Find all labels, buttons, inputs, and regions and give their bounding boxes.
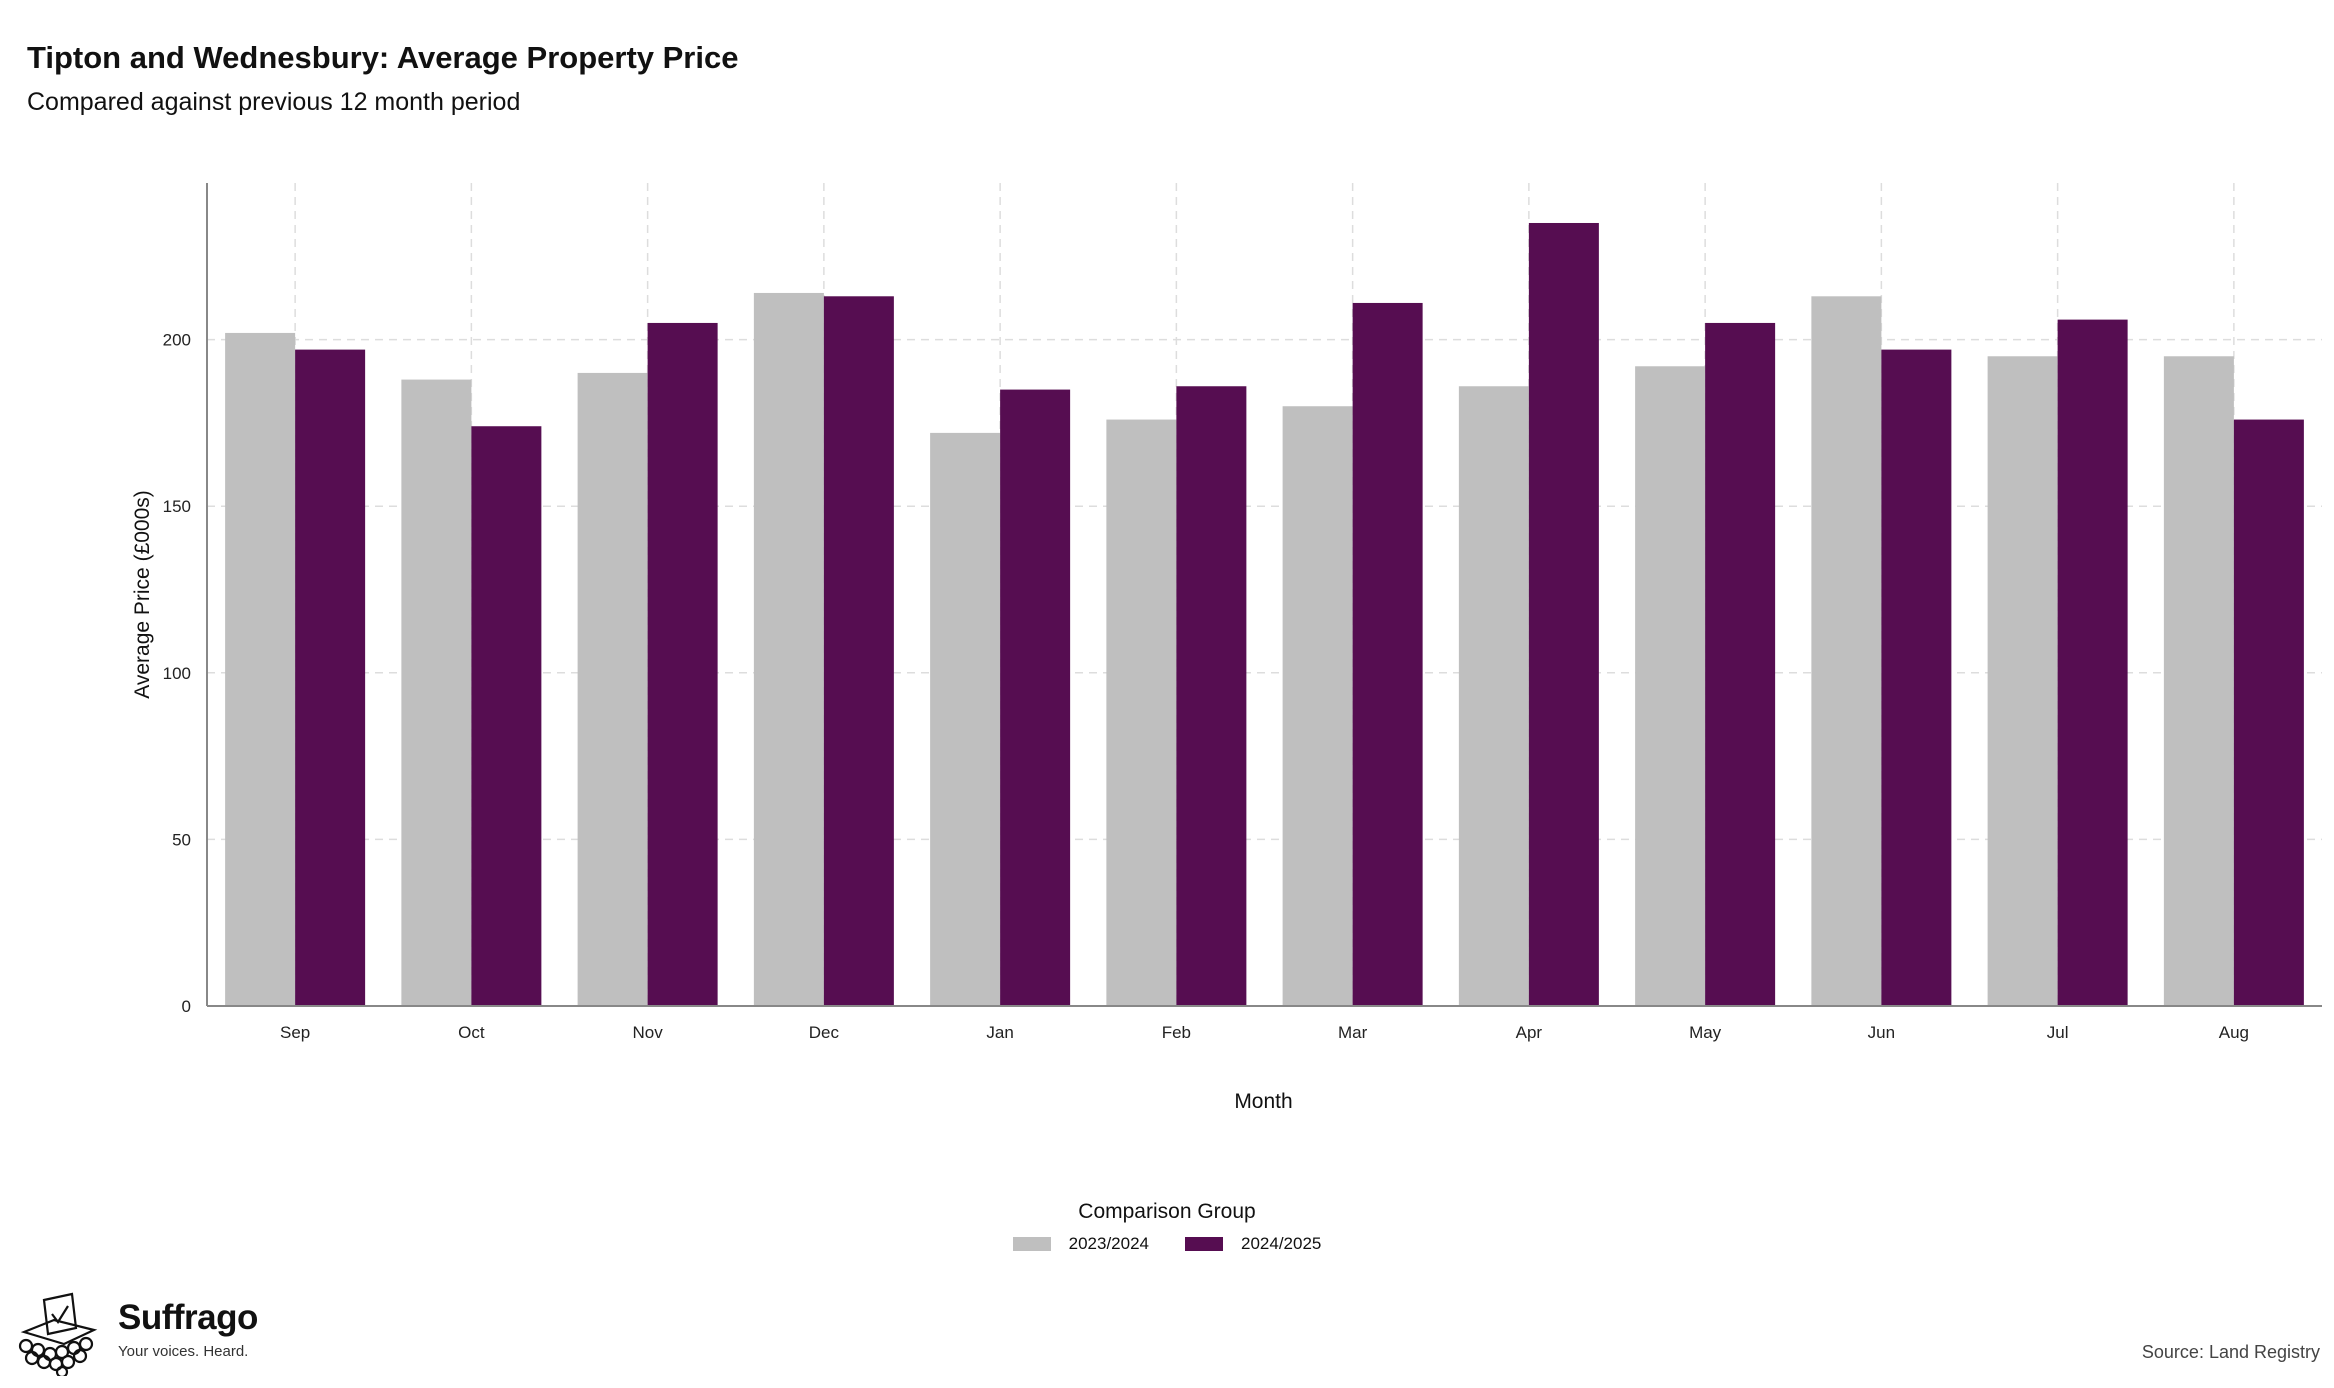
y-tick-label: 100 (163, 664, 191, 683)
legend-swatch-2023-2024 (1012, 1237, 1051, 1251)
x-axis-title: Month (1234, 1090, 1292, 1113)
legend-item-2024-2025: 2024/2025 (1185, 1234, 1321, 1254)
x-tick-label: Mar (1338, 1023, 1368, 1042)
bar-2023-2024-apr (1458, 386, 1529, 1007)
legend-title: Comparison Group (1078, 1200, 1256, 1223)
legend-label-2023-2024: 2023/2024 (1068, 1234, 1149, 1253)
source-note: Source: Land Registry (2141, 1342, 2320, 1362)
x-tick-label: May (1689, 1023, 1722, 1042)
bar-2023-2024-jun (1811, 296, 1882, 1006)
bar-2024-2025-apr (1528, 222, 1599, 1006)
bar-chart: 0 50 100 150 200 Sep Oct Nov Dec Jan Feb Mar Apr May J… (131, 183, 2322, 1113)
y-tick-label: 0 (182, 997, 191, 1016)
x-tick-label: Apr (1516, 1023, 1543, 1042)
bar-2024-2025-feb (1176, 386, 1247, 1007)
y-tick-label: 150 (163, 497, 191, 516)
bar-2023-2024-jul (1987, 356, 2058, 1006)
bar-2023-2024-feb (1106, 419, 1177, 1006)
x-tick-label: Nov (633, 1023, 664, 1042)
legend-item-2023-2024: 2023/2024 (1012, 1234, 1149, 1254)
bar-2024-2025-mar (1352, 302, 1423, 1006)
suffrago-logo: Suffrago Your voices. Heard. (14, 1292, 258, 1376)
chart-subtitle: Compared against previous 12 month perio… (27, 88, 521, 116)
bar-2024-2025-sep (295, 349, 366, 1006)
x-tick-label: Jan (986, 1023, 1013, 1042)
legend-swatch-2024-2025 (1185, 1237, 1223, 1251)
bar-2023-2024-mar (1282, 406, 1353, 1006)
bar-2023-2024-nov (577, 372, 648, 1006)
bar-2024-2025-nov (647, 322, 718, 1006)
bar-2024-2025-may (1705, 322, 1776, 1006)
bar-2023-2024-may (1635, 366, 1706, 1006)
bar-2023-2024-jan (930, 432, 1001, 1006)
y-tick-label: 200 (163, 331, 191, 350)
x-tick-label: Dec (809, 1023, 840, 1042)
brand-tagline: Your voices. Heard. (118, 1343, 249, 1360)
bar-2024-2025-jul (2057, 319, 2128, 1006)
bar-2024-2025-dec (823, 296, 894, 1006)
brand-name: Suffrago (118, 1298, 258, 1337)
bar-2023-2024-aug (2163, 356, 2234, 1006)
bar-2024-2025-jan (1000, 389, 1071, 1006)
legend-label-2024-2025: 2024/2025 (1241, 1234, 1322, 1253)
legend: Comparison Group 2023/2024 2024/2025 (0, 1200, 2334, 1254)
bar-2024-2025-jun (1881, 349, 1952, 1006)
x-tick-label: Jun (1868, 1023, 1895, 1042)
x-tick-label: Oct (458, 1023, 485, 1042)
bar-2023-2024-oct (401, 379, 472, 1006)
y-tick-label: 50 (172, 830, 191, 849)
bar-2024-2025-aug (2233, 419, 2304, 1006)
ballot-box-icon (18, 1292, 98, 1376)
x-tick-label: Sep (280, 1023, 310, 1042)
x-tick-label: Feb (1162, 1023, 1191, 1042)
x-tick-label: Jul (2047, 1023, 2069, 1042)
chart-title: Tipton and Wednesbury: Average Property … (27, 40, 739, 75)
y-axis-title: Average Price (£000s) (131, 490, 154, 699)
x-tick-label: Aug (2219, 1023, 2249, 1042)
bar-2023-2024-dec (753, 292, 824, 1007)
bar-2024-2025-oct (471, 426, 542, 1006)
bar-2023-2024-sep (225, 332, 296, 1006)
